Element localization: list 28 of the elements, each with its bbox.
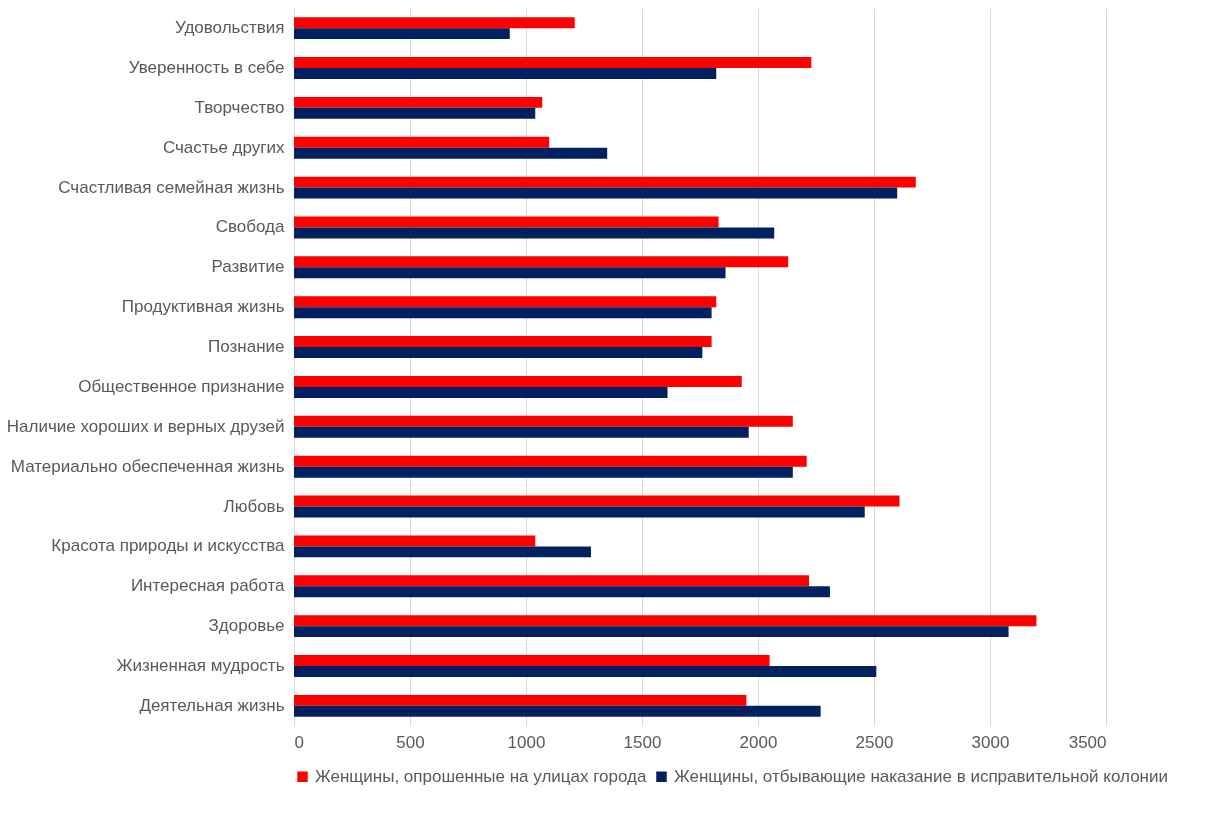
y-tick-label: Интересная работа [130, 576, 286, 596]
x-tick-label: 1500 [623, 732, 662, 752]
y-tick-label: Жизненная мудрость [116, 656, 285, 675]
y-tick-label: Наличие хороших и верных друзей [6, 416, 285, 436]
y-tick-label: Счастливая семейная жизнь [58, 177, 285, 197]
x-tick-label: 2500 [855, 732, 894, 752]
x-tick-label: 3000 [971, 732, 1010, 752]
y-tick-label: Свобода [215, 217, 286, 237]
x-tick-label: 500 [396, 732, 425, 752]
legend-label: Женщины, опрошенные на улицах города [315, 766, 647, 786]
x-tick-label: 1000 [507, 732, 546, 752]
y-tick-label: Красота природы и искусства [51, 536, 286, 556]
y-tick-label: Здоровье [208, 616, 285, 636]
y-tick-label: Творчество [194, 97, 285, 117]
y-tick-label: Развитие [211, 257, 285, 277]
y-tick-label: Удовольствия [174, 18, 285, 38]
y-tick-label: Познание [208, 337, 285, 357]
y-tick-label: Общественное признание [78, 376, 285, 396]
y-tick-label: Продуктивная жизнь [121, 297, 285, 317]
legend-label: Женщины, отбывающие наказание в исправительной колонии [674, 766, 1168, 786]
y-tick-label: Материально обеспеченная жизнь [10, 456, 285, 476]
y-tick-label: Любовь [223, 496, 285, 516]
y-tick-label: Уверенность в себе [128, 58, 285, 77]
x-tick-label: 3500 [1068, 732, 1107, 752]
y-tick-label: Деятельная жизнь [139, 695, 285, 715]
x-tick-label: 0 [294, 732, 304, 752]
x-tick-label: 2000 [739, 732, 778, 752]
y-tick-label: Счастье других [162, 137, 285, 157]
